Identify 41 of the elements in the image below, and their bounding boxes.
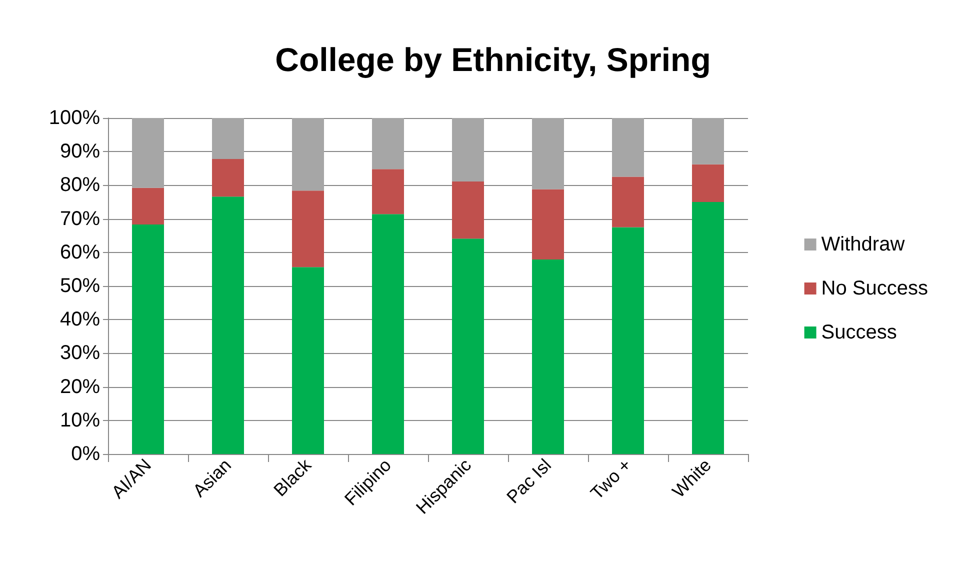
bar: [612, 176, 644, 228]
bar: [692, 118, 724, 164]
bar: [452, 182, 484, 239]
y-tick-label: 20%: [60, 376, 100, 398]
y-tick-label: 30%: [60, 342, 100, 364]
bar: [532, 189, 564, 260]
bar: [692, 202, 724, 454]
y-tick-label: 100%: [48, 107, 100, 129]
bar: [292, 118, 324, 191]
bar: [372, 214, 404, 454]
y-tick-label: 0%: [71, 443, 100, 465]
legend-label: No Success: [821, 278, 928, 300]
y-tick-label: 90%: [60, 140, 100, 163]
bar: [132, 188, 164, 225]
bar: [452, 118, 484, 182]
bar: [292, 190, 324, 268]
y-tick-label: 10%: [60, 409, 100, 432]
y-tick-label: 40%: [60, 308, 100, 331]
y-tick-label: 70%: [60, 208, 100, 230]
bar: [212, 118, 244, 159]
bar: [372, 169, 404, 214]
bar: [612, 118, 644, 177]
bar: [452, 238, 484, 454]
legend-label: Success: [821, 322, 897, 344]
bar: [212, 158, 244, 197]
legend-label: Withdraw: [821, 234, 906, 256]
bar: [212, 196, 244, 454]
bar: [292, 267, 324, 454]
bar: [532, 118, 564, 190]
bar: [132, 118, 164, 188]
bar: [532, 259, 564, 454]
x-tick-label: Two +: [586, 454, 636, 504]
y-tick-label: 80%: [60, 174, 100, 196]
bar: [612, 227, 644, 454]
y-tick-label: 60%: [60, 241, 100, 264]
bar: [692, 164, 724, 202]
chart-title: College by Ethnicity, Spring: [275, 41, 711, 78]
y-tick-label: 50%: [60, 275, 100, 297]
bar: [132, 224, 164, 454]
bar: [372, 118, 404, 170]
x-tick-label: Pac Isl: [502, 454, 556, 508]
